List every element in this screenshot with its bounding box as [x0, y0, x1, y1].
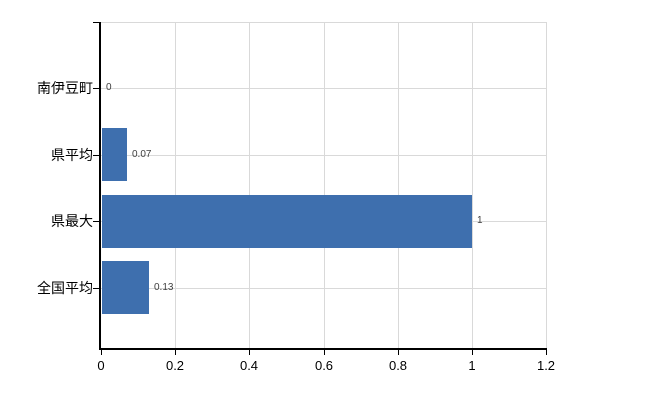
bar-3	[102, 261, 149, 314]
x-axis-tick	[175, 350, 176, 355]
category-label: 南伊豆町	[37, 80, 93, 96]
x-tick-label: 0.4	[239, 358, 259, 373]
category-label: 県平均	[51, 147, 93, 163]
bar-value-label: 0	[106, 82, 112, 93]
category-label: 全国平均	[37, 280, 93, 296]
bar-1	[102, 128, 127, 181]
x-tick-label: 1	[468, 358, 476, 373]
gridline-vertical	[546, 22, 547, 348]
x-tick-label: 0.8	[388, 358, 408, 373]
bar-2	[102, 195, 472, 248]
gridline-horizontal	[101, 88, 546, 89]
x-axis	[99, 348, 547, 350]
y-axis	[99, 22, 101, 350]
gridline-horizontal	[101, 155, 546, 156]
y-axis-tick	[93, 288, 99, 289]
x-axis-tick	[249, 350, 250, 355]
y-axis-tick	[93, 155, 99, 156]
category-label: 県最大	[51, 213, 93, 229]
gridline-vertical	[324, 22, 325, 348]
x-axis-tick	[398, 350, 399, 355]
x-axis-tick	[324, 350, 325, 355]
gridline-vertical	[249, 22, 250, 348]
x-tick-label: 1.2	[536, 358, 556, 373]
gridline-vertical	[175, 22, 176, 348]
x-tick-label: 0.2	[165, 358, 185, 373]
gridline-vertical	[472, 22, 473, 348]
gridline-vertical	[398, 22, 399, 348]
x-tick-label: 0	[97, 358, 105, 373]
x-axis-tick	[101, 350, 102, 355]
y-axis-tick	[93, 221, 99, 222]
bar-value-label: 1	[477, 215, 483, 226]
x-tick-label: 0.6	[314, 358, 334, 373]
bar-value-label: 0.13	[154, 282, 174, 293]
gridline-horizontal	[101, 288, 546, 289]
y-axis-tick	[93, 88, 99, 89]
bar-value-label: 0.07	[132, 149, 152, 160]
x-axis-tick	[546, 350, 547, 355]
x-axis-tick	[472, 350, 473, 355]
plot-top-border	[101, 22, 546, 23]
y-axis-tick	[93, 22, 99, 23]
